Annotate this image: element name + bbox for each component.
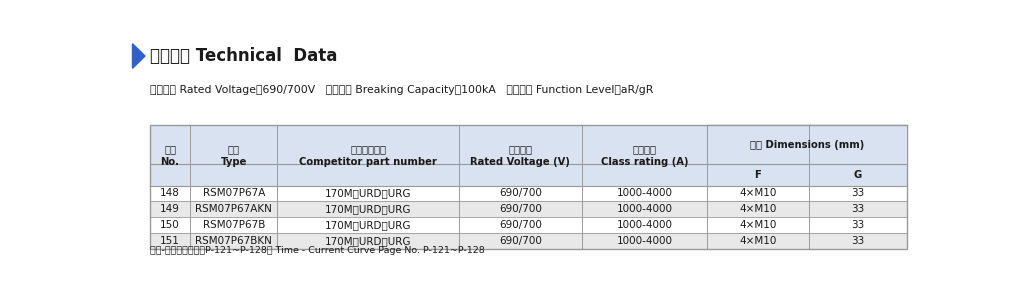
Text: 690/700: 690/700 <box>499 188 541 198</box>
Text: 尺寸 Dimensions (mm): 尺寸 Dimensions (mm) <box>750 140 865 150</box>
Text: 型号
Type: 型号 Type <box>221 144 247 167</box>
Text: 150: 150 <box>161 220 180 230</box>
Text: 序号
No.: 序号 No. <box>161 144 180 167</box>
Text: 170M、URD、URG: 170M、URD、URG <box>325 188 411 198</box>
Bar <box>191 125 278 186</box>
Text: 170M、URD、URG: 170M、URD、URG <box>325 204 411 214</box>
Text: 4×M10: 4×M10 <box>739 204 777 214</box>
Bar <box>149 125 191 186</box>
Text: 33: 33 <box>851 236 865 246</box>
Text: 技术参数 Technical  Data: 技术参数 Technical Data <box>149 47 337 65</box>
Bar <box>707 125 809 186</box>
Bar <box>582 125 707 186</box>
Text: RSM07P67A: RSM07P67A <box>203 188 265 198</box>
Bar <box>459 125 582 186</box>
Polygon shape <box>132 44 145 68</box>
Text: 1000-4000: 1000-4000 <box>616 220 673 230</box>
Bar <box>809 125 907 186</box>
Bar <box>149 186 907 202</box>
Text: 690/700: 690/700 <box>499 204 541 214</box>
Text: 149: 149 <box>161 204 180 214</box>
Text: 4×M10: 4×M10 <box>739 220 777 230</box>
Text: RSM07P67B: RSM07P67B <box>203 220 265 230</box>
Text: 1000-4000: 1000-4000 <box>616 188 673 198</box>
Text: 690/700: 690/700 <box>499 220 541 230</box>
Text: G: G <box>854 170 863 180</box>
Text: F: F <box>754 170 762 180</box>
Text: 33: 33 <box>851 188 865 198</box>
Text: 170M、URD、URG: 170M、URD、URG <box>325 236 411 246</box>
Text: 额定电压
Rated Voltage (V): 额定电压 Rated Voltage (V) <box>471 144 571 167</box>
Text: 4×M10: 4×M10 <box>739 188 777 198</box>
Bar <box>149 217 907 233</box>
Text: 1000-4000: 1000-4000 <box>616 236 673 246</box>
Text: 33: 33 <box>851 204 865 214</box>
Text: RSM07P67BKN: RSM07P67BKN <box>196 236 273 246</box>
Bar <box>149 125 907 249</box>
Bar <box>149 233 907 249</box>
Bar <box>278 125 459 186</box>
Bar <box>149 202 907 217</box>
Text: 4×M10: 4×M10 <box>739 236 777 246</box>
Text: RSM07P67AKN: RSM07P67AKN <box>196 204 273 214</box>
Text: 690/700: 690/700 <box>499 236 541 246</box>
Text: 170M、URD、URG: 170M、URD、URG <box>325 220 411 230</box>
Text: 148: 148 <box>161 188 180 198</box>
Text: 额定电压 Rated Voltage；690/700V   分断能力 Breaking Capacity；100kA   功能等级 Function Level: 额定电压 Rated Voltage；690/700V 分断能力 Breakin… <box>149 84 653 95</box>
Text: 时间-电流特性曲线见P-121~P-128页 Time - Current Curve Page No. P-121~P-128: 时间-电流特性曲线见P-121~P-128页 Time - Current Cu… <box>149 246 485 255</box>
Text: 1000-4000: 1000-4000 <box>616 204 673 214</box>
Text: 同类产品型号
Competitor part number: 同类产品型号 Competitor part number <box>299 144 437 167</box>
Text: 电流等级
Class rating (A): 电流等级 Class rating (A) <box>601 144 688 167</box>
Bar <box>707 125 907 164</box>
Text: 151: 151 <box>161 236 180 246</box>
Text: 33: 33 <box>851 220 865 230</box>
